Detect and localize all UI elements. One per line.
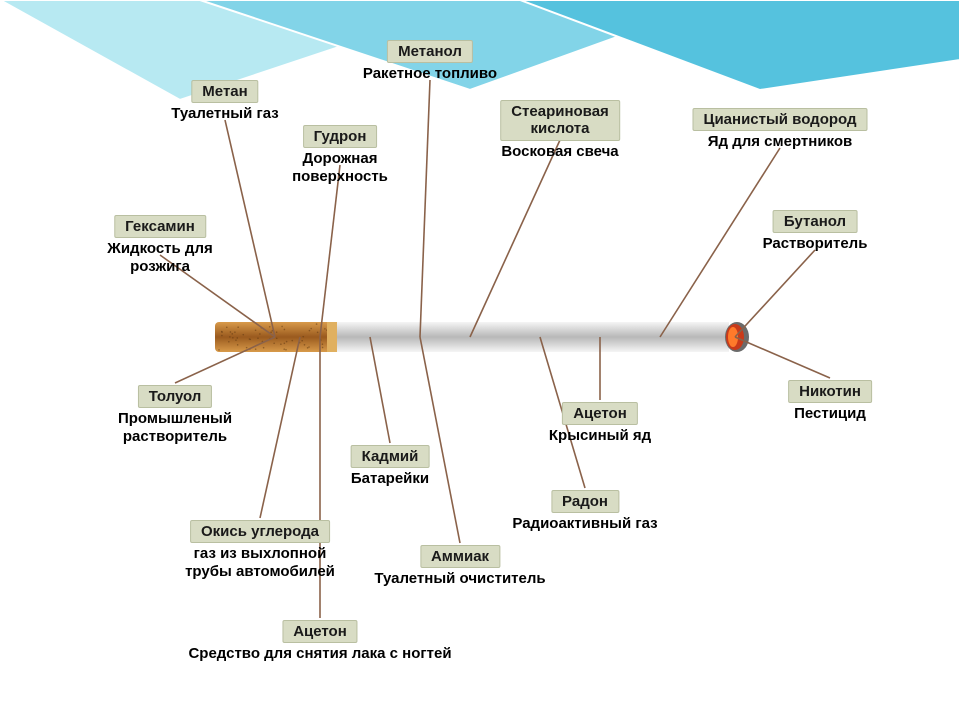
label-radon: Радон Радиоактивный газ xyxy=(512,490,657,533)
desc-cadmium: Батарейки xyxy=(351,470,430,487)
desc-hexamine: Жидкость длярозжига xyxy=(107,240,212,275)
chip-nicotine: Никотин xyxy=(788,380,872,403)
label-butanol: Бутанол Растворитель xyxy=(763,210,868,253)
diagram-canvas: Метанол Ракетное топливо Метан Туалетный га… xyxy=(0,0,960,720)
desc-co: газ из выхлопнойтрубы автомобилей xyxy=(185,545,335,580)
label-toluene: ТолуолПромышленыйрастворитель xyxy=(118,385,232,445)
desc-toluene: Промышленыйрастворитель xyxy=(118,410,232,445)
desc-radon: Радиоактивный газ xyxy=(512,515,657,532)
desc-methane: Туалетный газ xyxy=(171,105,278,122)
chip-acetone2: Ацетон xyxy=(562,402,638,425)
chip-cadmium: Кадмий xyxy=(351,445,430,468)
label-nicotine: Никотин Пестицид xyxy=(788,380,872,423)
label-cadmium: Кадмий Батарейки xyxy=(351,445,430,488)
chip-methane: Метан xyxy=(191,80,258,103)
chip-butanol: Бутанол xyxy=(773,210,857,233)
desc-acetone: Средство для снятия лака с ногтей xyxy=(188,645,451,662)
label-methane: Метан Туалетный газ xyxy=(171,80,278,123)
label-methanol: Метанол Ракетное топливо xyxy=(363,40,497,83)
label-tar: ГудронДорожнаяповерхность xyxy=(292,125,388,185)
label-hcn: Цианистый водород Яд для смертников xyxy=(692,108,867,151)
desc-butanol: Растворитель xyxy=(763,235,868,252)
label-acetone2: Ацетон Крысиный яд xyxy=(549,402,651,445)
label-stearic: Стеариноваякислота Восковая свеча xyxy=(500,100,620,160)
chip-stearic: Стеариноваякислота xyxy=(500,100,620,141)
label-ammonia: Аммиак Туалетный очиститель xyxy=(374,545,545,588)
label-co: Окись углеродагаз из выхлопнойтрубы авто… xyxy=(185,520,335,580)
chip-tar: Гудрон xyxy=(303,125,378,148)
label-hexamine: ГексаминЖидкость длярозжига xyxy=(107,215,212,275)
desc-tar: Дорожнаяповерхность xyxy=(292,150,388,185)
label-acetone: Ацетон Средство для снятия лака с ногтей xyxy=(188,620,451,663)
chip-acetone: Ацетон xyxy=(282,620,358,643)
desc-nicotine: Пестицид xyxy=(788,405,872,422)
desc-acetone2: Крысиный яд xyxy=(549,427,651,444)
chip-ammonia: Аммиак xyxy=(420,545,500,568)
desc-methanol: Ракетное топливо xyxy=(363,65,497,82)
desc-ammonia: Туалетный очиститель xyxy=(374,570,545,587)
desc-stearic: Восковая свеча xyxy=(500,143,620,160)
chip-methanol: Метанол xyxy=(387,40,473,63)
chip-co: Окись углерода xyxy=(190,520,330,543)
chip-toluene: Толуол xyxy=(138,385,213,408)
chip-hexamine: Гексамин xyxy=(114,215,206,238)
chip-radon: Радон xyxy=(551,490,619,513)
desc-hcn: Яд для смертников xyxy=(692,133,867,150)
chip-hcn: Цианистый водород xyxy=(692,108,867,131)
